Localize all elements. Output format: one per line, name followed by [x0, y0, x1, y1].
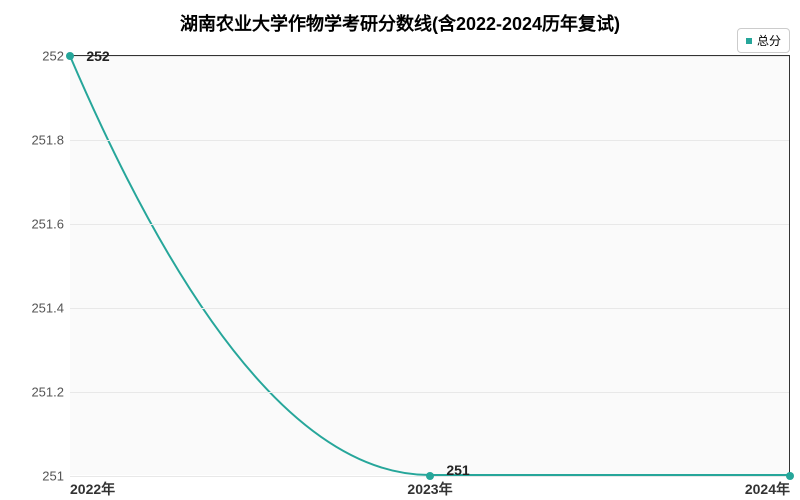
y-tick-label: 251.8: [31, 133, 70, 148]
legend-label: 总分: [757, 32, 781, 49]
grid-line: [70, 140, 789, 141]
data-point: [66, 52, 74, 60]
y-tick-label: 251.4: [31, 301, 70, 316]
grid-line: [70, 56, 789, 57]
y-tick-label: 251.2: [31, 385, 70, 400]
x-tick-label: 2022年: [70, 475, 115, 499]
legend: 总分: [737, 28, 790, 53]
grid-line: [70, 224, 789, 225]
y-tick-label: 251: [42, 469, 70, 484]
grid-line: [70, 392, 789, 393]
y-tick-label: 251.6: [31, 217, 70, 232]
data-label: 251: [446, 462, 469, 478]
x-tick-label: 2024年: [745, 475, 790, 499]
chart-container: 湖南农业大学作物学考研分数线(含2022-2024历年复试) 总分 251251…: [0, 0, 800, 500]
chart-title: 湖南农业大学作物学考研分数线(含2022-2024历年复试): [0, 0, 800, 36]
grid-line: [70, 308, 789, 309]
data-point: [426, 472, 434, 480]
data-label: 252: [86, 48, 109, 64]
line-path: [70, 56, 789, 475]
data-point: [786, 472, 794, 480]
plot-area: 251251.2251.4251.6251.82522022年2023年2024…: [70, 55, 790, 475]
legend-marker-icon: [746, 38, 752, 44]
